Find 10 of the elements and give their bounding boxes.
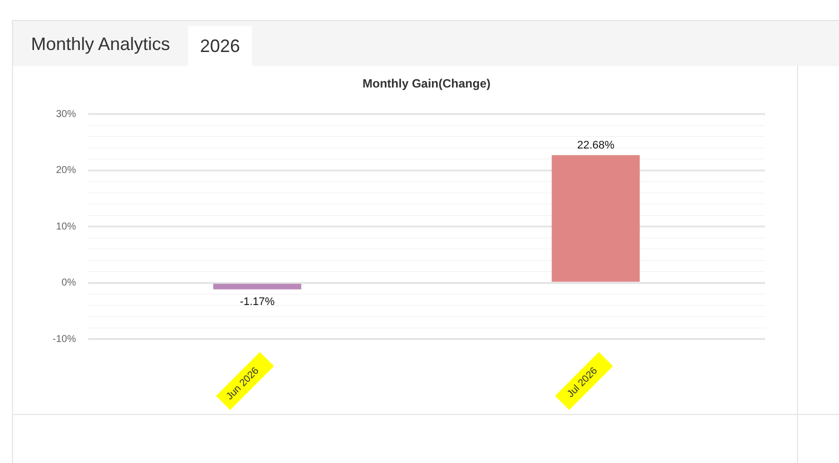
y-tick-label: 10% xyxy=(56,221,76,232)
y-tick-label: 0% xyxy=(62,278,76,288)
y-tick-label: 30% xyxy=(56,108,76,120)
data-label: -1.17% xyxy=(240,296,275,308)
text: Monthly Analytics xyxy=(31,34,170,55)
y-tick-label: 20% xyxy=(56,165,76,176)
chart-title: Monthly Gain(Change) xyxy=(362,76,490,90)
data-label: 22.68% xyxy=(577,140,615,152)
y-tick-label: -10% xyxy=(52,334,76,345)
text: 2026 xyxy=(188,26,252,66)
